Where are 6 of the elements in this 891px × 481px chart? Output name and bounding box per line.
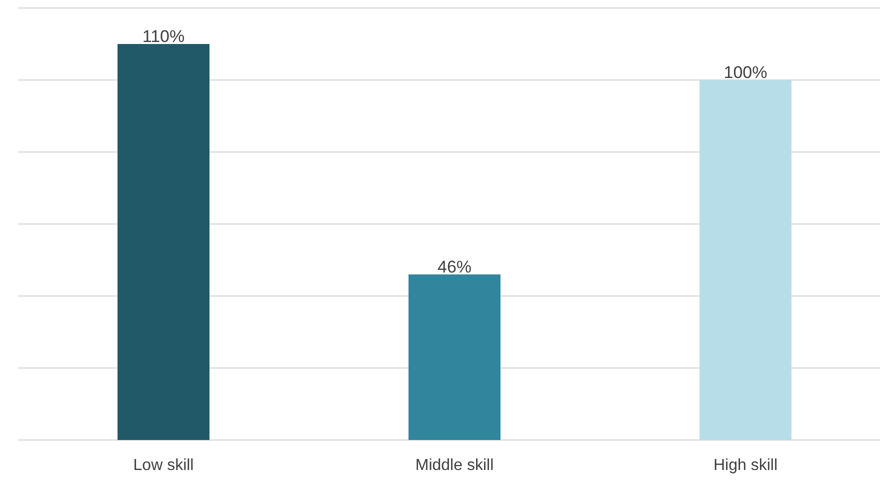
- x-tick-label: Middle skill: [415, 457, 494, 474]
- x-tick-label: Low skill: [133, 457, 194, 474]
- data-label: 110%: [142, 27, 185, 46]
- data-label: 100%: [724, 63, 768, 82]
- data-label: 46%: [437, 257, 472, 276]
- x-tick-label: High skill: [713, 457, 778, 474]
